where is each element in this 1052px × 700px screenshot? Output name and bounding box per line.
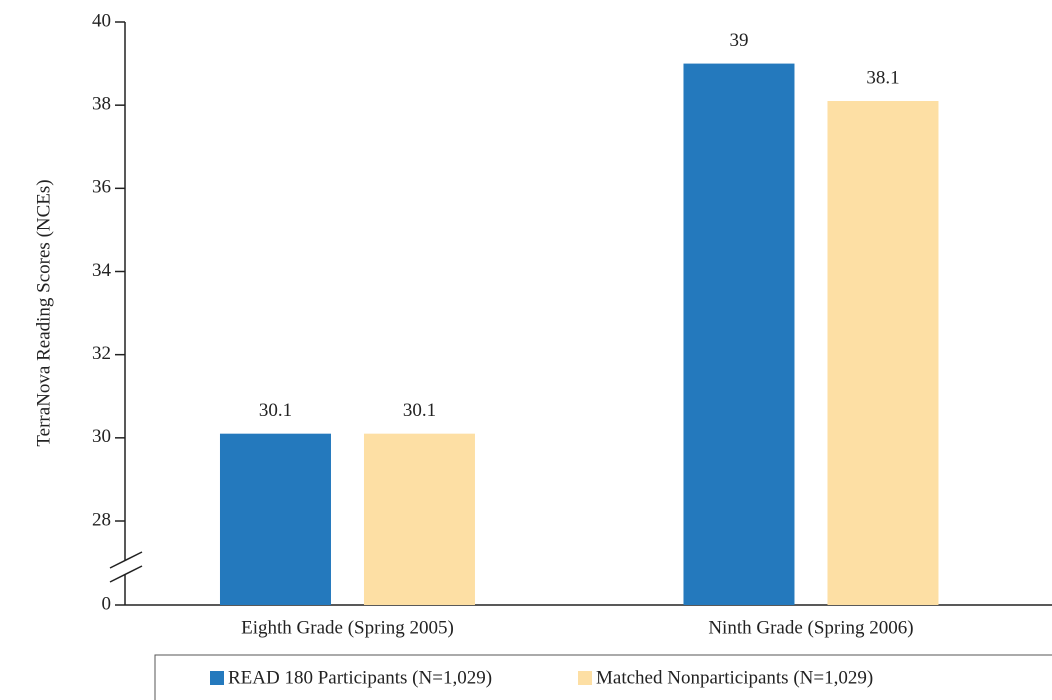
y-tick-label: 36 bbox=[92, 177, 111, 198]
y-axis-title: TerraNova Reading Scores (NCEs) bbox=[33, 179, 54, 446]
bar bbox=[363, 433, 475, 605]
data-label: 39 bbox=[729, 30, 748, 51]
bar bbox=[683, 63, 795, 606]
data-label: 38.1 bbox=[866, 67, 899, 88]
y-tick-label: 34 bbox=[92, 260, 112, 281]
y-tick-label: 30 bbox=[92, 426, 111, 447]
x-tick-label: Eighth Grade (Spring 2005) bbox=[241, 617, 454, 638]
y-tick-label: 32 bbox=[92, 343, 111, 364]
legend-swatch bbox=[578, 671, 592, 685]
legend-label: READ 180 Participants (N=1,029) bbox=[228, 667, 492, 688]
y-tick-label: 0 bbox=[102, 593, 112, 614]
data-label: 30.1 bbox=[403, 400, 436, 421]
legend-box bbox=[154, 654, 1052, 700]
legend-label: Matched Nonparticipants (N=1,029) bbox=[596, 667, 873, 688]
legend-swatch bbox=[210, 671, 224, 685]
x-tick-label: Ninth Grade (Spring 2006) bbox=[708, 617, 913, 638]
data-label: 30.1 bbox=[259, 400, 292, 421]
axis-break-gap bbox=[118, 560, 132, 574]
axis-break-mark bbox=[109, 551, 143, 569]
bar bbox=[827, 101, 939, 605]
bar bbox=[219, 433, 331, 605]
y-tick-label: 40 bbox=[92, 10, 111, 31]
axis-break-mark bbox=[109, 565, 143, 583]
y-tick-label: 28 bbox=[92, 509, 111, 530]
y-tick-label: 38 bbox=[92, 94, 111, 115]
